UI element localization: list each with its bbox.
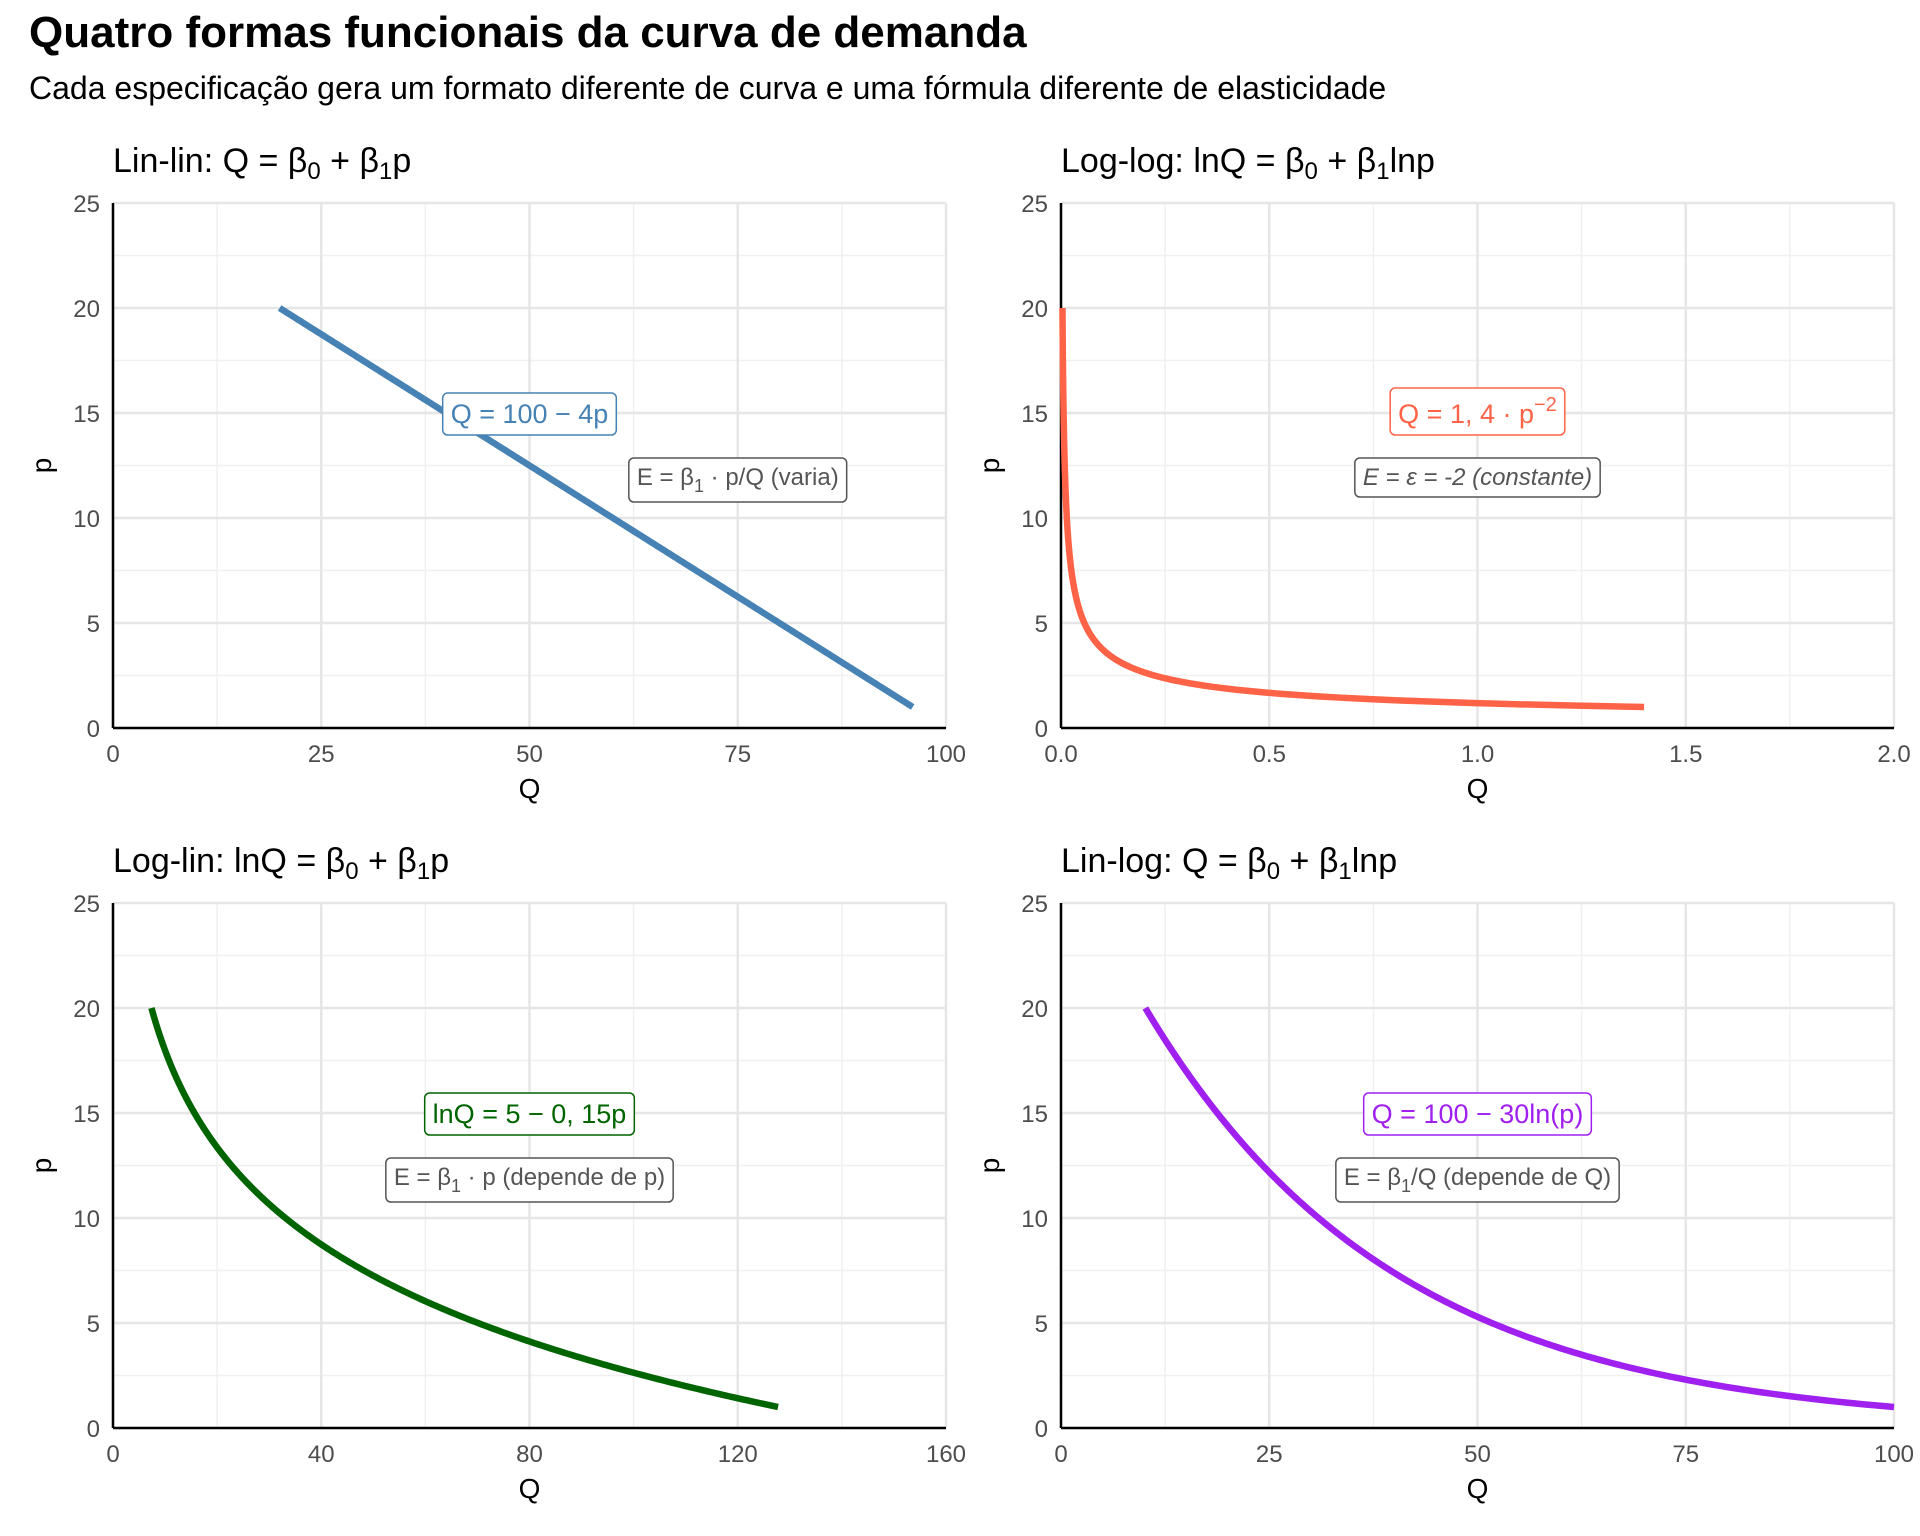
x-tick-label: 100 (926, 741, 966, 768)
svg-text:lnQ = 5 − 0, 15p: lnQ = 5 − 0, 15p (433, 1099, 627, 1129)
x-tick-label: 0.5 (1253, 741, 1286, 768)
y-tick-label: 5 (87, 611, 100, 638)
x-tick-label: 75 (724, 741, 751, 768)
x-tick-label: 0.0 (1044, 741, 1077, 768)
y-tick-label: 0 (1035, 716, 1048, 743)
x-tick-label: 120 (718, 1441, 758, 1468)
x-tick-label: 0 (106, 741, 119, 768)
x-tick-label: 100 (1874, 1441, 1914, 1468)
svg-text:Q = 100 − 4p: Q = 100 − 4p (451, 399, 609, 429)
x-axis-title: Q (1467, 1473, 1489, 1504)
y-tick-label: 10 (73, 1206, 100, 1233)
panel-linlog: 0 25 50 75 100 0 5 10 15 20 25 Qp Lin-log: Q = β0 + … (974, 842, 1914, 1504)
x-tick-label: 0 (106, 1441, 119, 1468)
y-tick-label: 20 (73, 296, 100, 323)
elasticity-label: E = β1/Q (depende de Q) (1335, 1157, 1620, 1203)
panel-linlin: 0 25 50 75 100 0 5 10 15 20 25 Qp Lin-lin: Q = β0 + … (26, 142, 966, 804)
y-tick-label: 25 (1021, 891, 1048, 918)
equation-label: Q = 100 − 30ln(p) (1362, 1092, 1593, 1136)
x-tick-label: 25 (308, 741, 335, 768)
svg-text:Q = 1, 4 · p−2: Q = 1, 4 · p−2 (1398, 394, 1557, 429)
y-axis-title: p (26, 1158, 57, 1174)
x-tick-label: 2.0 (1877, 741, 1910, 768)
panel-title: Log-lin: lnQ = β0 + β1p (113, 842, 449, 885)
svg-text:E = ε = -2 (constante): E = ε = -2 (constante) (1363, 464, 1592, 491)
x-tick-label: 1.0 (1461, 741, 1494, 768)
equation-label: Q = 100 − 4p (441, 392, 618, 436)
x-tick-label: 0 (1054, 1441, 1067, 1468)
y-axis-title: p (26, 458, 57, 474)
panel-loglog: 0.0 0.5 1.0 1.5 2.0 0 5 10 15 20 25 Qp Log-log: lnQ … (974, 142, 1911, 804)
demand-curve (1142, 1006, 1895, 1411)
x-tick-label: 50 (1464, 1441, 1491, 1468)
y-axis-title: p (974, 458, 1005, 474)
x-axis-title: Q (519, 773, 541, 804)
equation-label: Q = 1, 4 · p−2 (1389, 387, 1566, 436)
x-tick-label: 80 (516, 1441, 543, 1468)
y-tick-label: 25 (73, 191, 100, 218)
svg-text:E = β1/Q (depende de Q): E = β1/Q (depende de Q) (1344, 1164, 1611, 1196)
x-tick-label: 160 (926, 1441, 966, 1468)
panel-title: Log-log: lnQ = β0 + β1lnp (1061, 142, 1435, 185)
demand-curve (277, 305, 915, 710)
panel-title: Lin-lin: Q = β0 + β1p (113, 142, 411, 185)
y-tick-label: 15 (1021, 401, 1048, 428)
chart-subtitle: Cada especificação gera um formato difer… (29, 70, 1387, 106)
x-tick-label: 1.5 (1669, 741, 1702, 768)
y-tick-label: 0 (87, 716, 100, 743)
y-tick-label: 25 (73, 891, 100, 918)
equation-label: lnQ = 5 − 0, 15p (423, 1092, 636, 1136)
y-tick-label: 5 (87, 1311, 100, 1338)
y-tick-label: 15 (73, 1101, 100, 1128)
elasticity-label: E = β1 · p/Q (varia) (628, 457, 848, 503)
svg-text:E = β1 · p (depende de p): E = β1 · p (depende de p) (394, 1164, 665, 1196)
y-tick-label: 15 (73, 401, 100, 428)
svg-text:E = β1 · p/Q (varia): E = β1 · p/Q (varia) (637, 464, 839, 496)
x-axis-title: Q (1467, 773, 1489, 804)
x-tick-label: 50 (516, 741, 543, 768)
demand-curve (148, 1006, 779, 1411)
x-axis-title: Q (519, 1473, 541, 1504)
y-tick-label: 0 (87, 1416, 100, 1443)
y-tick-label: 20 (73, 996, 100, 1023)
panel-loglin: 0 40 80 120 160 0 5 10 15 20 25 Qp Log-lin: lnQ = β0… (26, 842, 966, 1504)
y-axis-title: p (974, 1158, 1005, 1174)
y-tick-label: 20 (1021, 996, 1048, 1023)
panel-title: Lin-log: Q = β0 + β1lnp (1061, 842, 1397, 885)
y-tick-label: 15 (1021, 1101, 1048, 1128)
y-tick-label: 10 (1021, 1206, 1048, 1233)
y-tick-label: 10 (1021, 506, 1048, 533)
y-tick-label: 20 (1021, 296, 1048, 323)
y-tick-label: 0 (1035, 1416, 1048, 1443)
x-tick-label: 25 (1256, 1441, 1283, 1468)
x-tick-label: 40 (308, 1441, 335, 1468)
demand-curve (1059, 306, 1645, 711)
elasticity-label: E = β1 · p (depende de p) (385, 1157, 674, 1203)
svg-text:Q = 100 − 30ln(p): Q = 100 − 30ln(p) (1372, 1099, 1584, 1129)
y-tick-label: 10 (73, 506, 100, 533)
chart-title: Quatro formas funcionais da curva de dem… (29, 8, 1027, 57)
x-tick-label: 75 (1672, 1441, 1699, 1468)
y-tick-label: 5 (1035, 611, 1048, 638)
y-tick-label: 5 (1035, 1311, 1048, 1338)
y-tick-label: 25 (1021, 191, 1048, 218)
elasticity-label: E = ε = -2 (constante) (1354, 457, 1601, 498)
